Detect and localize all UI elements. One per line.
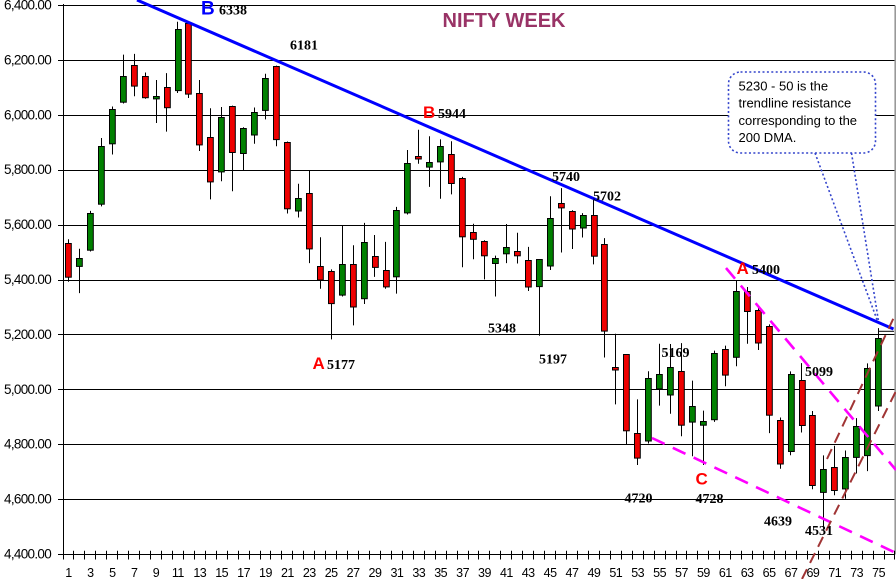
svg-text:5177: 5177 [327,358,355,373]
svg-text:67: 67 [785,566,798,579]
svg-text:4639: 4639 [764,515,792,530]
svg-text:trendline resistance: trendline resistance [739,96,852,111]
svg-text:A: A [313,354,325,373]
svg-text:5702: 5702 [593,190,621,205]
svg-text:9: 9 [153,566,160,579]
svg-text:4,600.00: 4,600.00 [4,492,51,507]
svg-text:51: 51 [609,566,622,579]
svg-text:29: 29 [369,566,382,579]
svg-text:75: 75 [872,566,885,579]
svg-text:4531: 4531 [805,524,833,539]
svg-text:13: 13 [193,566,206,579]
svg-text:49: 49 [587,566,600,579]
svg-text:5: 5 [109,566,116,579]
svg-text:NIFTY WEEK: NIFTY WEEK [443,10,567,32]
svg-text:61: 61 [719,566,732,579]
svg-text:25: 25 [325,566,338,579]
svg-text:6,200.00: 6,200.00 [4,52,51,67]
svg-text:41: 41 [500,566,513,579]
svg-text:5197: 5197 [539,353,567,368]
svg-text:5,200.00: 5,200.00 [4,327,51,342]
svg-text:45: 45 [544,566,557,579]
svg-text:5740: 5740 [552,170,580,185]
svg-text:7: 7 [131,566,138,579]
svg-text:53: 53 [631,566,644,579]
svg-text:57: 57 [675,566,688,579]
svg-text:5,800.00: 5,800.00 [4,162,51,177]
svg-text:5230 - 50 is the: 5230 - 50 is the [739,79,829,94]
svg-text:39: 39 [478,566,491,579]
svg-text:71: 71 [828,566,841,579]
svg-text:37: 37 [456,566,469,579]
svg-text:3: 3 [87,566,94,579]
svg-text:1: 1 [65,566,72,579]
svg-text:A: A [737,259,749,278]
svg-text:5169: 5169 [662,346,690,361]
svg-text:5099: 5099 [805,365,833,380]
svg-text:4,800.00: 4,800.00 [4,437,51,452]
svg-text:15: 15 [215,566,228,579]
svg-text:B: B [423,103,435,122]
svg-text:5348: 5348 [488,322,516,337]
svg-text:4720: 4720 [625,492,653,507]
svg-text:73: 73 [850,566,863,579]
svg-text:B: B [201,0,215,20]
svg-text:69: 69 [806,566,819,579]
svg-text:35: 35 [434,566,447,579]
svg-text:63: 63 [741,566,754,579]
svg-text:65: 65 [763,566,776,579]
svg-text:59: 59 [697,566,710,579]
svg-text:5400: 5400 [752,263,780,278]
svg-text:47: 47 [566,566,579,579]
svg-text:27: 27 [347,566,360,579]
svg-text:5,600.00: 5,600.00 [4,217,51,232]
svg-text:5,400.00: 5,400.00 [4,272,51,287]
svg-text:23: 23 [303,566,316,579]
svg-text:31: 31 [390,566,403,579]
svg-text:4,400.00: 4,400.00 [4,547,51,562]
svg-text:19: 19 [259,566,272,579]
svg-text:6,000.00: 6,000.00 [4,107,51,122]
svg-text:4728: 4728 [696,492,724,507]
svg-text:6338: 6338 [219,4,247,19]
svg-text:C: C [696,470,708,489]
svg-text:6,400.00: 6,400.00 [4,0,51,13]
svg-text:200 DMA.: 200 DMA. [739,130,797,145]
svg-text:6181: 6181 [290,39,318,54]
svg-text:55: 55 [653,566,666,579]
svg-text:43: 43 [522,566,535,579]
svg-text:corresponding to the: corresponding to the [739,113,858,128]
svg-text:11: 11 [172,566,185,579]
svg-text:5,000.00: 5,000.00 [4,382,51,397]
svg-text:17: 17 [237,566,250,579]
svg-text:33: 33 [412,566,425,579]
svg-text:5944: 5944 [438,107,466,122]
svg-text:21: 21 [281,566,294,579]
